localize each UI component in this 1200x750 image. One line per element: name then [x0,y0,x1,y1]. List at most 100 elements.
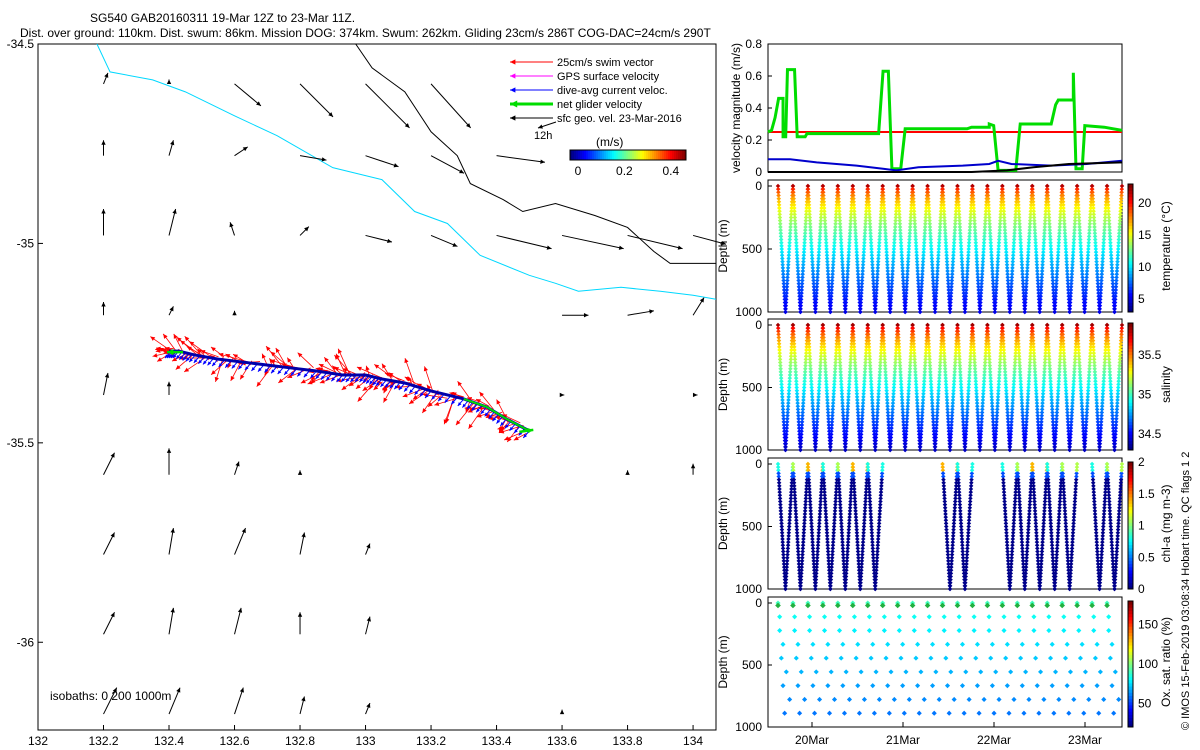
panel-colorbar-segment [1128,386,1133,391]
colorbar-segment [678,150,681,160]
sfc-geo-vector [299,83,334,118]
panel-colorbar-segment [1128,326,1133,330]
scatter-point [800,262,806,268]
colorbar-segment [580,150,583,160]
swim-vector-head [374,364,380,369]
velocity-series-line [767,68,1123,172]
scatter-point [991,290,997,296]
sfc-geo-vector [103,687,118,715]
dive-avg-current-vector-head [264,368,269,373]
colorbar-segment [574,150,577,160]
scatter-point [964,278,970,283]
velocity-ytick-label: 0.4 [745,101,762,115]
scatter-point [825,259,830,264]
scatter-point [857,297,862,302]
sfc-geo-vector-head [304,226,309,232]
scatter-point [905,268,910,274]
title-line-1: SG540 GAB20160311 19-Mar 12Z to 23-Mar 1… [90,11,355,25]
sfc-geo-vector [299,532,306,555]
panel-colorbar-segment [1128,418,1133,422]
scatter-point [786,256,791,261]
scatter-point [1004,262,1010,268]
legend-entry-label: sfc geo. vel. 23-Mar-2016 [557,113,682,125]
velocity-ytick-label: 0.2 [745,133,762,147]
swim-vector-head [457,381,462,387]
sfc-geo-vector-shaft [496,234,552,250]
panel-colorbar-segment [1128,200,1133,204]
swim-vector-head [357,396,363,402]
swim-vector-shaft [421,389,439,414]
sfc-geo-vector-head [546,245,552,250]
sfc-geo-vector-shaft [430,83,472,129]
sfc-geo-vector-shaft [365,83,410,129]
scatter-point [856,284,862,290]
scatter-point [965,259,971,264]
scatter-point [811,287,817,293]
sfc-geo-vector [365,616,371,635]
scatter-point [950,256,956,261]
scatter-point [782,297,787,302]
swim-vector [331,365,342,374]
legend-arrow-head [510,100,518,108]
dive-avg-current-vector-head [251,367,256,371]
scatter-point [1004,256,1009,261]
scatter-point [932,300,937,305]
scatter-point [994,284,999,290]
sfc-geo-vector-head [540,159,545,164]
scatter-point [902,297,907,302]
panel-colorbar-segment [1128,299,1133,303]
scatter-point [871,278,876,283]
scatter-point [842,293,847,299]
panel-colorbar-segment [1128,342,1133,346]
swim-vector-head [240,374,245,380]
scatter-point [979,281,984,286]
scatter-point [991,287,996,293]
sfc-geo-vector-shaft [168,208,177,236]
panel-colorbar-segment [1128,335,1133,340]
swim-vector-head [233,354,239,359]
dive-avg-current-vector-head [380,382,385,387]
scatter-point [932,303,937,308]
sfc-geo-vector-head [229,222,234,228]
scatter-point [870,271,876,277]
swim-vector [408,389,430,405]
sfc-geo-vector-shaft [234,527,246,555]
scatter-point [965,262,971,268]
sfc-geo-vector-shaft [234,83,262,107]
colorbar-segment [664,150,667,160]
scatter-point [831,256,836,261]
scatter-point [815,275,820,280]
sfc-geo-vector [168,140,175,156]
sfc-geo-vector [101,302,106,316]
dive-avg-current-vector-head [202,360,207,365]
dive-avg-current-vector-head [326,376,330,381]
panel-colorbar-label: salinity [1159,366,1173,403]
isobath-label: isobaths: 0 200 1000m [50,689,171,703]
dive-avg-current-vector-head [271,369,275,374]
scatter-point [826,281,831,286]
swim-vector-head [383,388,388,394]
map-xtick-label: 132.4 [154,734,184,748]
sfc-geo-vector [101,209,106,236]
swim-vector [184,336,201,354]
sfc-geo-vector [692,297,705,316]
scatter-point [825,271,831,277]
scatter-point [869,259,875,264]
colorbar-segment [624,150,627,160]
dive-avg-current-vector-head [375,382,380,387]
sfc-geo-vector-head [172,209,177,214]
sfc-geo-vector-head [297,470,303,475]
swim-vector-head [443,419,448,425]
colorbar-segment [674,150,677,160]
scatter-point [990,275,996,280]
dive-avg-current-vector-head [496,419,501,424]
sfc-geo-vector-head [721,240,727,246]
scatter-point [949,287,954,293]
sfc-geo-vector [692,392,698,398]
scatter-ytick-label: 0 [755,457,762,471]
scatter-point [826,284,832,290]
scatter-point [930,265,935,271]
map-ytick-label: -35 [17,236,35,250]
scatter-point [960,271,965,277]
sfc-geo-vector-head [170,140,175,146]
